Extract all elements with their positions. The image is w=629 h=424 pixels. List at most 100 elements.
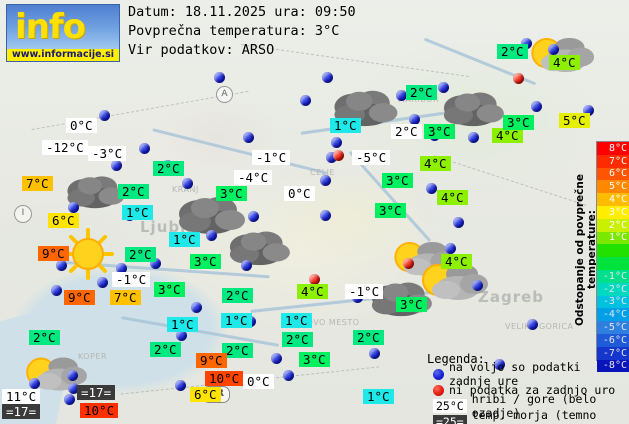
station-marker-missing[interactable] — [333, 150, 344, 161]
color-scale-step: -6°C — [597, 333, 629, 347]
temperature-label: 4°C — [441, 254, 472, 269]
station-marker-available[interactable] — [67, 370, 78, 381]
temperature-label: 9°C — [196, 353, 227, 368]
station-marker-available[interactable] — [468, 132, 479, 143]
temperature-label: 7°C — [22, 176, 53, 191]
temperature-label: 2°C — [222, 288, 253, 303]
station-marker-available[interactable] — [531, 101, 542, 112]
temperature-label: 3°C — [375, 203, 406, 218]
station-marker-available[interactable] — [248, 211, 259, 222]
temperature-label: 2°C — [406, 85, 437, 100]
station-marker-available[interactable] — [300, 95, 311, 106]
station-marker-available[interactable] — [150, 258, 161, 269]
city-label: VELIKA GORICA — [505, 322, 574, 331]
sea-temperature-label: =17= — [2, 404, 41, 419]
station-marker-available[interactable] — [241, 260, 252, 271]
station-marker-available[interactable] — [409, 114, 420, 125]
legend-row-text: temp. morja (temno ozadje) — [471, 408, 597, 424]
station-marker-available[interactable] — [111, 160, 122, 171]
station-marker-available[interactable] — [139, 143, 150, 154]
mountain-temperature-label: 0°C — [243, 374, 274, 389]
temperature-label: 3°C — [503, 115, 534, 130]
station-marker-available[interactable] — [182, 178, 193, 189]
station-marker-available[interactable] — [68, 383, 79, 394]
station-marker-missing[interactable] — [309, 274, 320, 285]
temperature-label: 10°C — [80, 403, 119, 418]
temperature-label: 2°C — [150, 342, 181, 357]
station-marker-available[interactable] — [326, 152, 337, 163]
color-scale-step: 6°C — [597, 167, 629, 181]
country-badge-i: I — [14, 205, 32, 223]
station-marker-available[interactable] — [51, 285, 62, 296]
station-marker-available[interactable] — [97, 277, 108, 288]
color-scale-title: Odstopanje od povprečne temperature: — [574, 174, 598, 326]
station-marker-available[interactable] — [426, 183, 437, 194]
temperature-label: 1°C — [122, 205, 153, 220]
temperature-label: 2°C — [153, 161, 184, 176]
city-label: KRANJ — [172, 185, 199, 194]
station-marker-available[interactable] — [320, 210, 331, 221]
station-marker-available[interactable] — [438, 82, 449, 93]
station-marker-available[interactable] — [29, 378, 40, 389]
header-data-source: Vir podatkov: ARSO — [128, 42, 275, 58]
legend-dot-missing-icon — [433, 384, 444, 396]
legend-row-text: na voljo so podatki zadnje ure — [449, 360, 581, 388]
color-scale-step: 8°C — [597, 142, 629, 155]
station-marker-available[interactable] — [56, 260, 67, 271]
station-marker-available[interactable] — [68, 202, 79, 213]
station-marker-available[interactable] — [191, 302, 202, 313]
station-marker-available[interactable] — [214, 72, 225, 83]
temperature-label: 9°C — [38, 246, 69, 261]
station-marker-available[interactable] — [176, 330, 187, 341]
station-marker-missing[interactable] — [403, 258, 414, 269]
station-marker-available[interactable] — [548, 44, 559, 55]
color-scale-step: -8°C — [597, 359, 629, 373]
station-marker-available[interactable] — [521, 38, 532, 49]
mountain-temperature-label: -4°C — [234, 170, 273, 185]
cloud-icon — [330, 86, 400, 128]
temperature-label: 2°C — [497, 44, 528, 59]
mountain-temperature-label: -12°C — [42, 140, 88, 155]
station-marker-available[interactable] — [271, 353, 282, 364]
station-marker-available[interactable] — [453, 217, 464, 228]
cloud-icon — [64, 172, 126, 210]
station-marker-available[interactable] — [206, 230, 217, 241]
logo-url: www.informacije.si — [7, 49, 119, 61]
legend-dot-available-icon — [433, 368, 444, 380]
station-marker-available[interactable] — [283, 370, 294, 381]
legend-row: ni podatka za zadnjo uro — [433, 382, 627, 398]
temperature-label: 3°C — [396, 297, 427, 312]
city-label: CELJE — [310, 168, 336, 177]
color-scale-step: -4°C — [597, 308, 629, 322]
station-marker-available[interactable] — [445, 243, 456, 254]
station-marker-missing[interactable] — [513, 73, 524, 84]
cloud-icon — [440, 88, 506, 128]
station-marker-available[interactable] — [99, 110, 110, 121]
station-marker-available[interactable] — [369, 348, 380, 359]
logo[interactable]: info www.informacije.si — [6, 4, 120, 62]
station-marker-available[interactable] — [320, 175, 331, 186]
station-marker-available[interactable] — [472, 280, 483, 291]
temperature-label: 2°C — [282, 332, 313, 347]
temperature-label: 3°C — [424, 124, 455, 139]
temperature-label: 9°C — [64, 290, 95, 305]
station-marker-available[interactable] — [64, 394, 75, 405]
station-marker-available[interactable] — [527, 319, 538, 330]
temperature-label: 3°C — [154, 282, 185, 297]
legend-row-text: hribi / gore (belo ozadje) — [471, 392, 597, 420]
temperature-label: 3°C — [216, 186, 247, 201]
legend-mountain-swatch: 25°C — [433, 399, 467, 413]
cloud-icon — [175, 192, 247, 236]
station-marker-available[interactable] — [175, 380, 186, 391]
station-marker-available[interactable] — [116, 263, 127, 274]
color-scale-step: 1°C — [597, 231, 629, 245]
station-marker-available[interactable] — [322, 72, 333, 83]
station-marker-available[interactable] — [583, 105, 594, 116]
color-scale-step — [597, 257, 629, 270]
station-marker-available[interactable] — [494, 359, 505, 370]
station-marker-available[interactable] — [331, 137, 342, 148]
color-scale-step: -7°C — [597, 346, 629, 360]
station-marker-available[interactable] — [243, 132, 254, 143]
station-marker-available[interactable] — [396, 90, 407, 101]
temperature-label: 4°C — [437, 190, 468, 205]
